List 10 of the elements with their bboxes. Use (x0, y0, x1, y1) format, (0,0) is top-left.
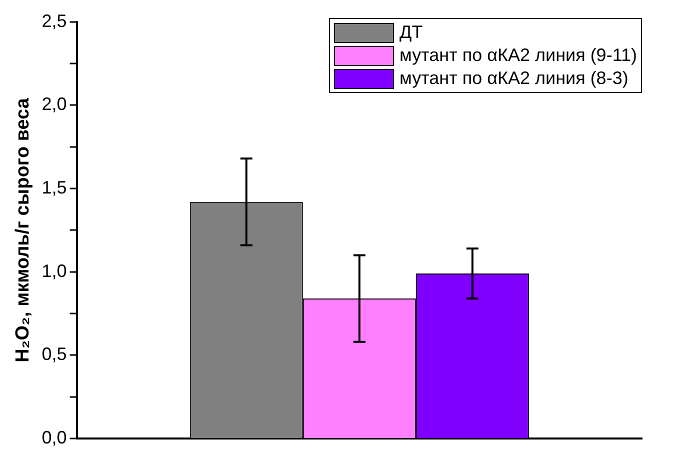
legend-label: мутант по αКА2 линия (9-11) (400, 44, 637, 67)
y-tick-label: 0,5 (42, 344, 67, 364)
legend-label: ДТ (400, 21, 423, 44)
y-tick-label: 1,5 (42, 177, 67, 198)
y-tick-label: 0,0 (42, 428, 67, 448)
legend-label: мутант по αКА2 линия (8-3) (400, 67, 628, 90)
y-tick-label: 1,0 (42, 260, 67, 281)
y-tick-label: 2,5 (42, 10, 67, 31)
y-tick-label: 2,0 (42, 94, 67, 114)
y-axis-title: H₂O₂, мкмоль/г сырого веса (12, 98, 34, 362)
